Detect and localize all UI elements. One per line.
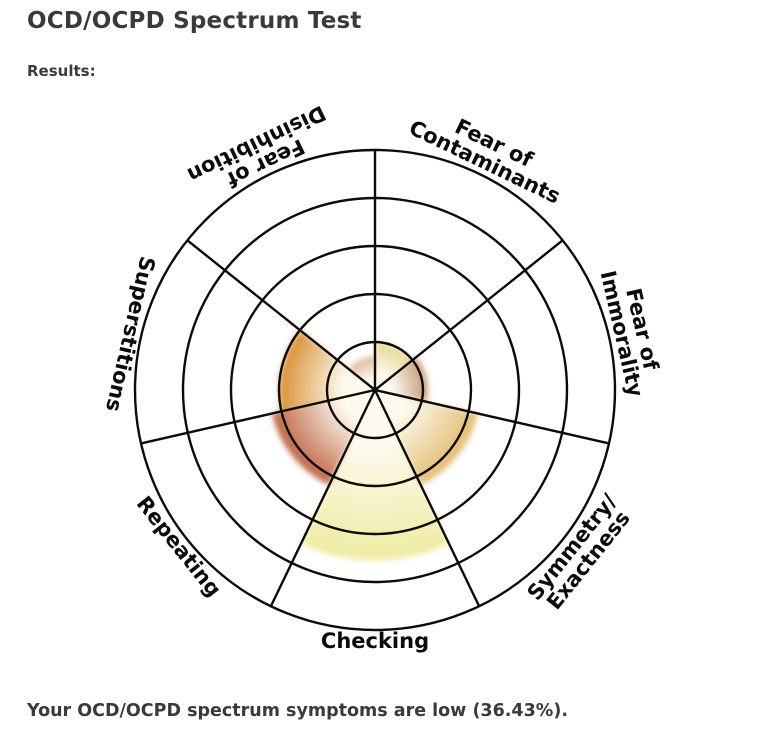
sector-wedge-symmetry-exactness bbox=[375, 390, 478, 486]
spoke-line-3 bbox=[373, 389, 481, 607]
page-title: OCD/OCPD Spectrum Test bbox=[27, 8, 362, 34]
results-label: Results: bbox=[27, 62, 96, 80]
sector-label-symmetry-exactness: Symmetry/Exactness bbox=[523, 489, 639, 618]
sector-label-fear-of-contaminants: Fear ofContaminants bbox=[405, 97, 573, 209]
sector-wedges bbox=[272, 330, 478, 561]
sector-label-fear-of-disinhibition: Fear ofDisinhibition bbox=[184, 101, 339, 207]
result-summary: Your OCD/OCPD spectrum symptoms are low … bbox=[27, 701, 568, 721]
spoke-line-5 bbox=[140, 388, 376, 445]
sector-wedge-fear-of-disinhibition bbox=[348, 356, 375, 390]
sector-wedge-repeating bbox=[272, 390, 375, 486]
polar-grid bbox=[133, 148, 617, 632]
sector-wedge-fear-of-immorality bbox=[375, 357, 428, 402]
sector-wedge-superstitions bbox=[279, 330, 375, 412]
spoke-line-1 bbox=[374, 239, 564, 391]
sector-label-fear-of-immorality: Fear ofImmorality bbox=[596, 264, 669, 400]
spoke-line-4 bbox=[269, 389, 377, 607]
spoke-line-6 bbox=[186, 239, 376, 391]
sector-wedge-fear-of-contaminants bbox=[375, 342, 413, 390]
sector-label-superstitions: Superstitions bbox=[101, 254, 160, 414]
sector-wedge-checking bbox=[301, 390, 449, 561]
sector-label-repeating: Repeating bbox=[132, 492, 226, 602]
sector-label-checking: Checking bbox=[321, 629, 429, 653]
spoke-line-2 bbox=[374, 388, 610, 445]
